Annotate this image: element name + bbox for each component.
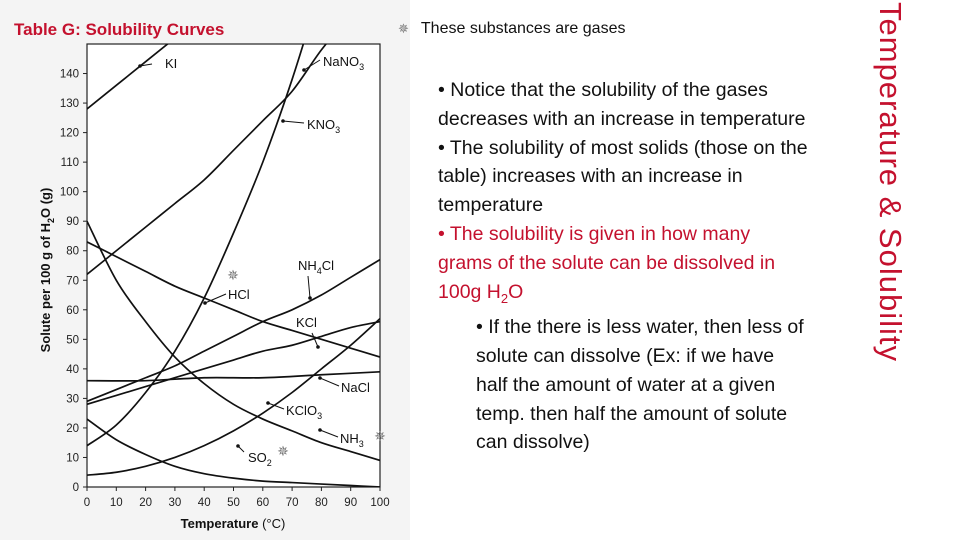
y-tick-label: 60 — [66, 305, 79, 317]
bullet-point-1: • Notice that the solubility of the gase… — [438, 79, 806, 130]
side-title: Temperature & Solubility — [873, 2, 908, 362]
curve-label-kcl: KCl — [296, 315, 317, 330]
x-tick-label: 20 — [139, 497, 152, 509]
y-tick-label: 30 — [66, 393, 79, 405]
solubility-chart: Table G: Solubility Curves 0 10 20 30 40 50 60… — [0, 0, 410, 540]
y-tick-label: 120 — [60, 128, 79, 140]
curve-nano3 — [87, 44, 328, 276]
chart-svg: Table G: Solubility Curves 0 10 20 30 40 50 60… — [14, 20, 390, 531]
label-leader — [267, 402, 285, 410]
curve-label-kclo3: KClO3 — [286, 403, 322, 421]
curve-ki — [87, 44, 169, 110]
gas-note-text: These substances are gases — [420, 20, 626, 37]
label-arrowhead — [138, 64, 142, 68]
x-tick-label: 60 — [256, 497, 269, 509]
x-tick-label: 0 — [84, 497, 90, 509]
curve-label-nh3: NH3 — [340, 431, 364, 449]
bullet-point-3: • The solubility is given in how many gr… — [438, 222, 776, 306]
label-leader — [204, 293, 227, 304]
label-leader — [319, 429, 339, 438]
x-tick-label: 40 — [198, 497, 211, 509]
curve-label-nh4cl: NH4Cl — [298, 258, 334, 276]
bullet-point-4: • If the there is less water, then less … — [476, 316, 804, 454]
y-tick-label: 40 — [66, 364, 79, 376]
x-tick-label: 30 — [169, 497, 182, 509]
gas-star-icon: ✵ — [277, 444, 289, 460]
label-arrowhead — [302, 68, 306, 72]
chart-title: Table G: Solubility Curves — [14, 20, 224, 39]
y-tick-label: 20 — [66, 423, 79, 435]
gas-star-icon: ✵ — [227, 268, 239, 284]
label-arrowhead — [203, 301, 207, 305]
gas-note: ✵ These substances are gases — [398, 20, 625, 38]
x-tick-label: 10 — [110, 497, 123, 509]
x-axis-label: Temperature (°C) — [181, 516, 286, 531]
label-arrowhead — [316, 345, 320, 349]
x-tick-label: 80 — [315, 497, 328, 509]
x-tick-label: 90 — [344, 497, 357, 509]
explanation-text: • Notice that the solubility of the gase… — [438, 76, 808, 457]
star-bullet-icon: ✵ — [398, 22, 409, 37]
label-arrowhead — [308, 296, 312, 300]
label-leader — [311, 332, 319, 348]
y-tick-label: 140 — [60, 69, 79, 81]
curve-label-ki: KI — [165, 56, 177, 71]
label-leader — [282, 120, 305, 124]
label-arrowhead — [266, 401, 270, 405]
bullet-point-2: • The solubility of most solids (those o… — [438, 136, 808, 217]
label-leader — [139, 63, 153, 67]
y-tick-label: 70 — [66, 275, 79, 287]
chart-title-text: Table G: Solubility Curves — [14, 20, 224, 39]
curve-label-so2: SO2 — [248, 450, 272, 468]
label-arrowhead — [281, 119, 285, 123]
label-leader — [319, 377, 340, 387]
x-tick-label: 70 — [286, 497, 299, 509]
curve-kclo3 — [87, 318, 380, 477]
curve-hcl — [87, 241, 380, 358]
curve-so2 — [87, 418, 380, 487]
label-arrowhead — [236, 444, 240, 448]
plot-frame — [86, 43, 381, 488]
label-leader — [303, 59, 321, 71]
x-tick-label: 100 — [370, 497, 389, 509]
label-arrowhead — [318, 376, 322, 380]
y-tick-label: 50 — [66, 334, 79, 346]
y-axis-label: Solute per 100 g of H2O (g) — [38, 188, 56, 353]
gas-star-icon: ✵ — [374, 429, 386, 445]
curve-kcl — [87, 320, 380, 406]
curve-nacl — [87, 370, 380, 382]
label-arrowhead — [318, 428, 322, 432]
side-title-text: Temperature & Solubility — [873, 2, 908, 362]
y-tick-label: 110 — [61, 157, 79, 169]
label-leader — [307, 275, 311, 299]
x-tick-label: 50 — [227, 497, 240, 509]
y-tick-label: 130 — [60, 98, 79, 110]
chart-axes: 0 10 20 30 40 50 60 70 80 90 100 0 10 20 30 40 50 60 70 80 9… — [60, 43, 390, 509]
y-tick-label: 0 — [73, 482, 79, 494]
y-tick-label: 10 — [66, 452, 79, 464]
y-tick-label: 100 — [60, 187, 79, 199]
y-tick-label: 80 — [66, 246, 79, 258]
y-tick-label: 90 — [66, 216, 79, 228]
curve-label-kno3: KNO3 — [307, 117, 340, 135]
curve-label-hcl: HCl — [228, 287, 250, 302]
curve-label-nano3: NaNO3 — [323, 54, 364, 72]
curve-label-nacl: NaCl — [341, 380, 370, 395]
chart-curves — [87, 44, 380, 487]
chart-curve-labels: KI NaNO3 KNO3 NH4Cl HCl KCl NaCl KClO3 NH3 SO2 ✵ ✵ ✵ — [138, 54, 386, 468]
curve-nh3 — [87, 220, 380, 462]
curve-kno3 — [87, 44, 305, 447]
